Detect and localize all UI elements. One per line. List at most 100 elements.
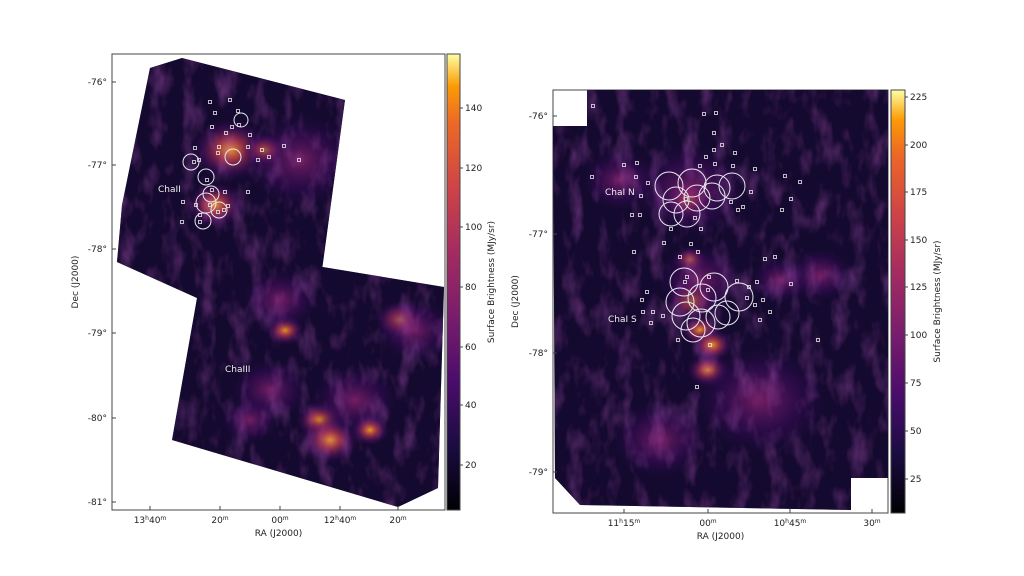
source-marker [816, 338, 820, 342]
colorbar-label: Surface Brightness (MJy/sr) [487, 221, 497, 343]
source-marker [761, 298, 765, 302]
source-marker [226, 204, 230, 208]
x-tick-label: 20m [211, 515, 228, 526]
source-marker [685, 275, 689, 279]
source-marker [676, 338, 680, 342]
source-marker [747, 285, 751, 289]
colorbar-tick-label: 20 [465, 461, 477, 471]
source-marker [194, 203, 198, 207]
source-marker [635, 161, 639, 165]
source-marker [699, 227, 703, 231]
source-marker [591, 104, 595, 108]
x-tick-label: 20m [389, 515, 406, 526]
field-circle [665, 287, 695, 317]
source-marker [698, 164, 702, 168]
source-marker [640, 298, 644, 302]
source-marker [198, 220, 202, 224]
source-marker [729, 200, 733, 204]
field-circle [654, 171, 684, 201]
field-circle [224, 148, 242, 166]
source-marker [649, 321, 653, 325]
source-marker [192, 160, 196, 164]
source-marker [741, 205, 745, 209]
colorbar-tick-label: 25 [910, 475, 921, 485]
source-marker [197, 158, 201, 162]
source-marker [758, 318, 762, 322]
source-marker [702, 112, 706, 116]
colorbar [446, 53, 461, 511]
x-tick-label: 00m [699, 518, 716, 529]
field-circle [677, 168, 707, 198]
source-marker [297, 158, 301, 162]
source-marker [646, 181, 650, 185]
source-marker [236, 109, 240, 113]
source-marker [678, 255, 682, 259]
y-tick-label: -78° [88, 245, 107, 255]
source-marker [707, 275, 711, 279]
colorbar-tick-label: 80 [465, 283, 477, 293]
x-axis-label: RA (J2000) [255, 529, 303, 539]
source-marker [256, 158, 260, 162]
source-marker [706, 288, 710, 292]
region-label: ChaIII [225, 365, 250, 375]
source-marker [661, 314, 665, 318]
y-tick-label: -79° [88, 329, 107, 339]
source-marker [282, 144, 286, 148]
source-marker [783, 174, 787, 178]
field-circle [699, 272, 729, 302]
colorbar-tick-label: 50 [910, 427, 922, 437]
source-marker [246, 190, 250, 194]
x-tick-label: 10h45m [774, 518, 807, 529]
y-tick-label: -77° [88, 161, 107, 171]
x-tick-label: 12h40m [324, 515, 357, 526]
colorbar-tick-label: 100 [465, 223, 482, 233]
source-marker [224, 131, 228, 135]
source-marker [780, 208, 784, 212]
source-marker [763, 257, 767, 261]
source-marker [708, 343, 712, 347]
source-marker [684, 197, 688, 201]
x-tick-label: 30m [863, 518, 880, 529]
panel-1: ChaII ChaIII -76° -77° -78° -79° -80° -81° 13h40… [71, 53, 497, 539]
source-marker [198, 213, 202, 217]
colorbar-tick-label: 140 [465, 104, 482, 114]
field-circle [194, 212, 212, 230]
y-tick-label: -79° [529, 468, 548, 478]
source-marker [645, 290, 649, 294]
field-circle [233, 112, 249, 128]
source-marker [736, 208, 740, 212]
source-marker [712, 131, 716, 135]
colorbar-tick-label: 225 [910, 93, 927, 103]
colorbar-tick-label: 120 [465, 164, 482, 174]
source-marker [662, 241, 666, 245]
field-circle [687, 283, 717, 313]
source-marker [223, 190, 227, 194]
source-marker [683, 280, 687, 284]
field-circle [705, 304, 731, 330]
colorbar-label: Surface Brightness (MJy/sr) [933, 240, 943, 362]
source-marker [749, 190, 753, 194]
panel-2: ChaI N ChaI S -76° -77° -78° -79° 11h15m 00m 10h… [511, 89, 943, 542]
source-marker [641, 310, 645, 314]
source-marker [634, 175, 638, 179]
plot-layer: ChaII ChaIII -76° -77° -78° -79° -80° -81° 13h40… [71, 53, 943, 542]
source-marker [267, 155, 271, 159]
x-tick-label: 11h15m [608, 518, 641, 529]
colorbar-tick-label: 40 [465, 401, 477, 411]
source-marker [237, 123, 241, 127]
field-circle [673, 200, 701, 228]
sky-map [553, 90, 888, 510]
field-circle [669, 267, 699, 297]
source-marker [735, 279, 739, 283]
source-marker [693, 216, 697, 220]
source-marker [260, 148, 264, 152]
x-axis-label: RA (J2000) [697, 532, 745, 542]
source-marker [638, 213, 642, 217]
source-marker [181, 200, 185, 204]
colorbar-tick-label: 125 [910, 283, 927, 293]
field-circle [686, 308, 716, 338]
source-marker [222, 208, 226, 212]
source-marker [228, 98, 232, 102]
